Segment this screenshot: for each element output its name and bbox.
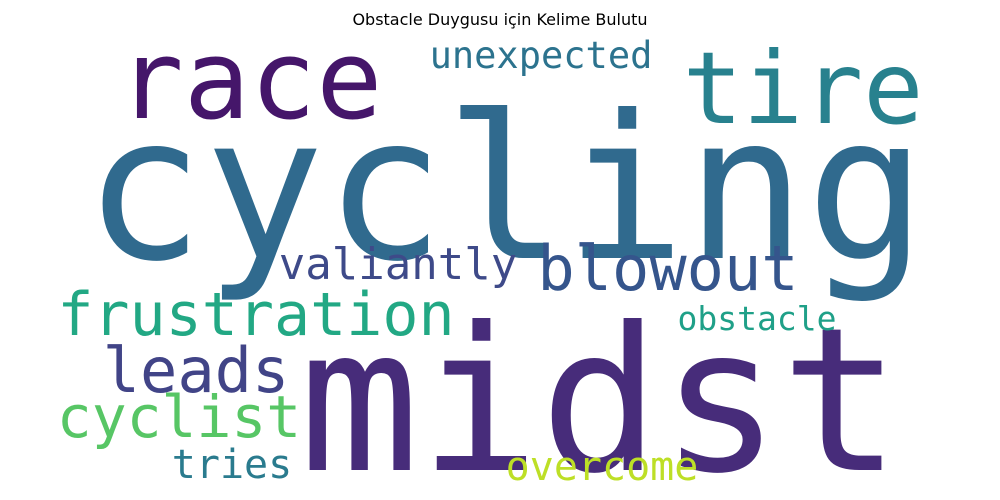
word-race: race — [118, 16, 383, 144]
word-blowout: blowout — [537, 232, 798, 305]
word-midst: midst — [299, 285, 901, 500]
word-obstacle: obstacle — [678, 299, 837, 338]
word-cyclist: cyclist — [57, 383, 301, 451]
word-valiantly: valiantly — [279, 239, 517, 290]
chart-title: Obstacle Duygusu için Kelime Bulutu — [352, 10, 648, 29]
word-overcome: overcome — [506, 444, 699, 490]
word-cycling: cycling — [84, 73, 927, 306]
word-tries: tries — [172, 442, 292, 488]
word-leads: leads — [103, 334, 290, 407]
word-frustration: frustration — [57, 280, 454, 350]
word-tire: tire — [683, 30, 924, 147]
word-unexpected: unexpected — [430, 34, 653, 77]
